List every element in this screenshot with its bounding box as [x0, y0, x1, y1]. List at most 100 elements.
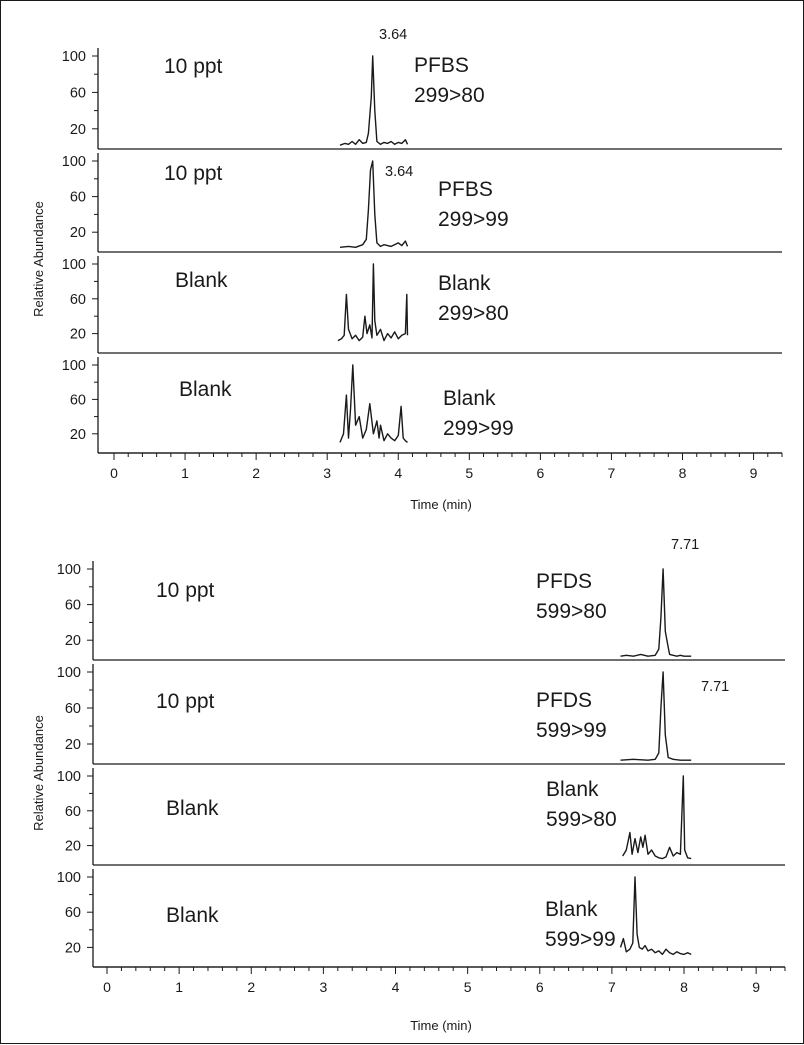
y-tick-label: 100 [62, 49, 86, 65]
x-tick-label: 5 [465, 465, 473, 481]
transition-label: 299>80 [414, 84, 485, 107]
compound-label: PFBS [414, 54, 469, 77]
x-tick-label: 8 [680, 979, 688, 995]
y-tick-label: 60 [70, 85, 86, 101]
transition-label: 299>99 [438, 208, 509, 231]
y-tick-label: 60 [65, 804, 81, 820]
compound-label: PFDS [536, 689, 592, 712]
x-tick-label: 7 [608, 465, 616, 481]
compound-label: Blank [546, 778, 599, 801]
x-tick-label: 0 [103, 979, 111, 995]
y-tick-label: 100 [57, 870, 81, 886]
y-tick-label: 60 [70, 292, 86, 308]
peak-label: 7.71 [701, 679, 729, 695]
y-tick-label: 100 [62, 358, 86, 374]
y-tick-label: 60 [65, 598, 81, 614]
chromatogram-trace [339, 364, 408, 443]
panel-0-2: 20 60 100 Blank Blank 299>80 [62, 256, 782, 354]
y-tick-label: 100 [62, 154, 86, 170]
x-axis-label-top: Time (min) [410, 497, 472, 512]
chromatogram-trace [622, 775, 692, 860]
peak-label: 3.64 [385, 164, 413, 180]
y-tick-label: 60 [65, 701, 81, 717]
x-tick-label: 6 [536, 979, 544, 995]
chromatogram-trace [619, 876, 692, 956]
sample-label: 10 ppt [164, 162, 223, 185]
transition-label: 599>99 [545, 928, 616, 951]
x-tick-label: 0 [110, 465, 118, 481]
y-tick-label: 20 [65, 940, 81, 956]
y-tick-label: 20 [70, 427, 86, 443]
x-tick-label: 5 [464, 979, 472, 995]
sample-label: Blank [166, 797, 219, 820]
panel-1-1: 20 60 100 10 ppt PFDS 599>99 7.71 [57, 664, 785, 765]
compound-label: Blank [438, 272, 491, 295]
y-axis-label-top: Relative Abundance [31, 201, 46, 317]
x-tick-label: 4 [394, 465, 402, 481]
compound-label: PFBS [438, 178, 493, 201]
chromatogram-trace [620, 568, 692, 657]
compound-label: Blank [545, 898, 598, 921]
y-tick-label: 20 [65, 839, 81, 855]
x-tick-label: 3 [323, 465, 331, 481]
panel-1-0: 20 60 100 10 ppt PFDS 599>80 7.71 [57, 537, 785, 661]
x-tick-label: 3 [319, 979, 327, 995]
y-tick-label: 100 [57, 769, 81, 785]
y-tick-label: 20 [65, 737, 81, 753]
x-tick-label: 2 [247, 979, 255, 995]
sample-label: Blank [166, 904, 219, 927]
y-tick-label: 20 [70, 122, 86, 138]
panel-1-2: 20 60 100 Blank Blank 599>80 [57, 768, 785, 866]
chromatogram-trace [620, 671, 692, 761]
peak-label: 7.71 [671, 537, 699, 553]
y-tick-label: 60 [65, 905, 81, 921]
panel-0-1: 20 60 100 10 ppt PFBS 299>99 3.64 [62, 153, 782, 253]
x-axis-label-bottom: Time (min) [410, 1018, 472, 1033]
y-tick-label: 100 [57, 665, 81, 681]
sample-label: 10 ppt [156, 579, 215, 602]
chromatogram-trace [337, 263, 409, 342]
x-tick-label: 1 [175, 979, 183, 995]
panel-0-0: 20 60 100 10 ppt PFBS 299>80 3.64 [62, 27, 782, 150]
x-tick-label: 1 [181, 465, 189, 481]
sample-label: 10 ppt [156, 690, 215, 713]
chromatogram-trace [339, 160, 409, 248]
x-axis-1: 0 1 2 3 4 5 6 7 8 9 [93, 966, 786, 995]
transition-label: 299>80 [438, 302, 509, 325]
x-tick-label: 9 [750, 465, 758, 481]
x-tick-label: 7 [608, 979, 616, 995]
y-tick-label: 60 [70, 392, 86, 408]
y-tick-label: 20 [70, 327, 86, 343]
y-tick-label: 20 [65, 633, 81, 649]
x-axis-0: 0 1 2 3 4 5 6 7 8 9 [98, 452, 783, 481]
compound-label: PFDS [536, 570, 592, 593]
x-tick-label: 6 [536, 465, 544, 481]
x-tick-label: 9 [752, 979, 760, 995]
y-tick-label: 60 [70, 190, 86, 206]
sample-label: 10 ppt [164, 55, 223, 78]
compound-label: Blank [443, 387, 496, 410]
chromatogram-trace [339, 55, 409, 146]
x-tick-label: 8 [679, 465, 687, 481]
y-tick-label: 100 [62, 257, 86, 273]
transition-label: 599>80 [546, 808, 617, 831]
x-tick-label: 4 [392, 979, 400, 995]
y-tick-label: 100 [57, 562, 81, 578]
y-tick-label: 20 [70, 225, 86, 241]
transition-label: 599>80 [536, 600, 607, 623]
sample-label: Blank [175, 269, 228, 292]
panel-1-3: 20 60 100 Blank Blank 599>99 [57, 869, 785, 968]
peak-label: 3.64 [379, 27, 407, 43]
sample-label: Blank [179, 378, 232, 401]
transition-label: 599>99 [536, 719, 607, 742]
chart-bottom: Relative Abundance Time (min) 206010010 … [31, 537, 786, 1033]
y-axis-label-bottom: Relative Abundance [31, 715, 46, 831]
x-tick-label: 2 [252, 465, 260, 481]
transition-label: 299>99 [443, 417, 514, 440]
panel-0-3: 20 60 100 Blank Blank 299>99 [62, 357, 782, 454]
